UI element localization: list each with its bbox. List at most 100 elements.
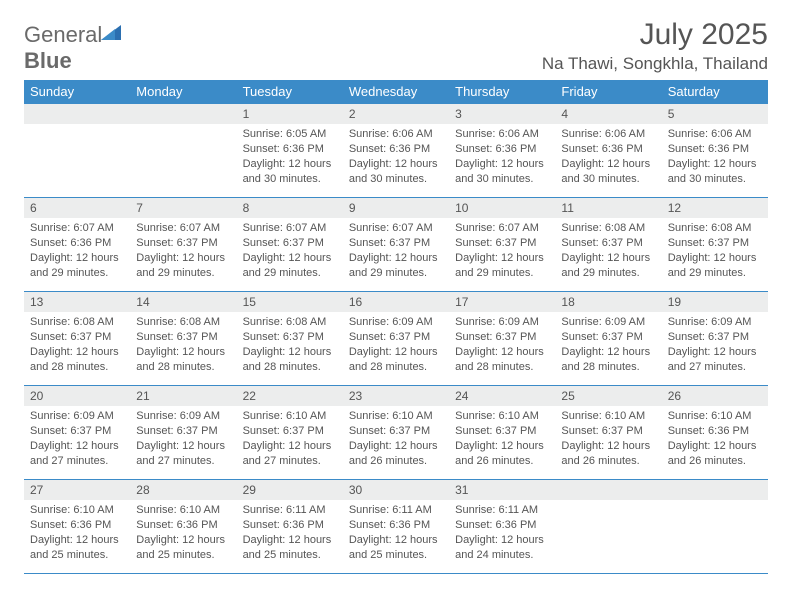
calendar-day-cell: 27Sunrise: 6:10 AMSunset: 6:36 PMDayligh… (24, 480, 130, 574)
day-data: Sunrise: 6:09 AMSunset: 6:37 PMDaylight:… (662, 312, 768, 380)
calendar-day-cell: 18Sunrise: 6:09 AMSunset: 6:37 PMDayligh… (555, 292, 661, 386)
day-number: 12 (662, 198, 768, 218)
day-number: 27 (24, 480, 130, 500)
calendar-day-cell: 14Sunrise: 6:08 AMSunset: 6:37 PMDayligh… (130, 292, 236, 386)
day-data: Sunrise: 6:10 AMSunset: 6:37 PMDaylight:… (237, 406, 343, 474)
day-data: Sunrise: 6:07 AMSunset: 6:37 PMDaylight:… (130, 218, 236, 286)
calendar-day-cell: 6Sunrise: 6:07 AMSunset: 6:36 PMDaylight… (24, 198, 130, 292)
calendar-day-cell: 7Sunrise: 6:07 AMSunset: 6:37 PMDaylight… (130, 198, 236, 292)
logo-triangle-icon (100, 24, 122, 42)
day-number: 9 (343, 198, 449, 218)
calendar-day-cell: 13Sunrise: 6:08 AMSunset: 6:37 PMDayligh… (24, 292, 130, 386)
day-number: 19 (662, 292, 768, 312)
logo-text: General Blue (24, 22, 120, 74)
day-data: Sunrise: 6:09 AMSunset: 6:37 PMDaylight:… (24, 406, 130, 474)
day-number: 24 (449, 386, 555, 406)
day-number: 18 (555, 292, 661, 312)
calendar-day-cell: 1Sunrise: 6:05 AMSunset: 6:36 PMDaylight… (237, 104, 343, 198)
day-number: 23 (343, 386, 449, 406)
day-number: 3 (449, 104, 555, 124)
day-data: Sunrise: 6:09 AMSunset: 6:37 PMDaylight:… (555, 312, 661, 380)
day-number: 21 (130, 386, 236, 406)
day-number: 6 (24, 198, 130, 218)
page-header: General Blue July 2025 Na Thawi, Songkhl… (24, 18, 768, 74)
day-data: Sunrise: 6:08 AMSunset: 6:37 PMDaylight:… (555, 218, 661, 286)
day-number-empty (555, 480, 661, 500)
day-number: 22 (237, 386, 343, 406)
day-data: Sunrise: 6:05 AMSunset: 6:36 PMDaylight:… (237, 124, 343, 192)
day-number: 31 (449, 480, 555, 500)
day-number: 26 (662, 386, 768, 406)
calendar-day-cell: 23Sunrise: 6:10 AMSunset: 6:37 PMDayligh… (343, 386, 449, 480)
day-number: 11 (555, 198, 661, 218)
calendar-day-cell (662, 480, 768, 574)
day-data: Sunrise: 6:10 AMSunset: 6:36 PMDaylight:… (130, 500, 236, 568)
weekday-header: Tuesday (237, 80, 343, 104)
day-number: 25 (555, 386, 661, 406)
day-number: 5 (662, 104, 768, 124)
day-number: 1 (237, 104, 343, 124)
day-data: Sunrise: 6:06 AMSunset: 6:36 PMDaylight:… (555, 124, 661, 192)
calendar-day-cell (555, 480, 661, 574)
calendar-week-row: 27Sunrise: 6:10 AMSunset: 6:36 PMDayligh… (24, 480, 768, 574)
calendar-day-cell: 31Sunrise: 6:11 AMSunset: 6:36 PMDayligh… (449, 480, 555, 574)
calendar-day-cell (24, 104, 130, 198)
calendar-day-cell: 4Sunrise: 6:06 AMSunset: 6:36 PMDaylight… (555, 104, 661, 198)
weekday-header: Thursday (449, 80, 555, 104)
day-data: Sunrise: 6:11 AMSunset: 6:36 PMDaylight:… (449, 500, 555, 568)
day-number: 15 (237, 292, 343, 312)
day-data: Sunrise: 6:08 AMSunset: 6:37 PMDaylight:… (662, 218, 768, 286)
calendar-day-cell: 16Sunrise: 6:09 AMSunset: 6:37 PMDayligh… (343, 292, 449, 386)
day-data: Sunrise: 6:11 AMSunset: 6:36 PMDaylight:… (343, 500, 449, 568)
calendar-day-cell: 9Sunrise: 6:07 AMSunset: 6:37 PMDaylight… (343, 198, 449, 292)
weekday-header: Friday (555, 80, 661, 104)
logo: General Blue (24, 18, 120, 74)
day-data: Sunrise: 6:06 AMSunset: 6:36 PMDaylight:… (449, 124, 555, 192)
calendar-day-cell: 30Sunrise: 6:11 AMSunset: 6:36 PMDayligh… (343, 480, 449, 574)
calendar-day-cell: 25Sunrise: 6:10 AMSunset: 6:37 PMDayligh… (555, 386, 661, 480)
calendar-day-cell: 24Sunrise: 6:10 AMSunset: 6:37 PMDayligh… (449, 386, 555, 480)
day-data: Sunrise: 6:07 AMSunset: 6:37 PMDaylight:… (343, 218, 449, 286)
calendar-day-cell: 2Sunrise: 6:06 AMSunset: 6:36 PMDaylight… (343, 104, 449, 198)
weekday-header: Wednesday (343, 80, 449, 104)
calendar-day-cell: 20Sunrise: 6:09 AMSunset: 6:37 PMDayligh… (24, 386, 130, 480)
day-data: Sunrise: 6:07 AMSunset: 6:37 PMDaylight:… (449, 218, 555, 286)
day-data: Sunrise: 6:10 AMSunset: 6:37 PMDaylight:… (449, 406, 555, 474)
day-number: 17 (449, 292, 555, 312)
calendar-day-cell: 10Sunrise: 6:07 AMSunset: 6:37 PMDayligh… (449, 198, 555, 292)
day-data: Sunrise: 6:07 AMSunset: 6:36 PMDaylight:… (24, 218, 130, 286)
calendar-week-row: 1Sunrise: 6:05 AMSunset: 6:36 PMDaylight… (24, 104, 768, 198)
day-data: Sunrise: 6:09 AMSunset: 6:37 PMDaylight:… (449, 312, 555, 380)
day-data: Sunrise: 6:10 AMSunset: 6:36 PMDaylight:… (662, 406, 768, 474)
day-number: 20 (24, 386, 130, 406)
day-data: Sunrise: 6:09 AMSunset: 6:37 PMDaylight:… (343, 312, 449, 380)
calendar-week-row: 13Sunrise: 6:08 AMSunset: 6:37 PMDayligh… (24, 292, 768, 386)
day-number: 8 (237, 198, 343, 218)
month-title: July 2025 (542, 18, 768, 52)
logo-word-1: General (24, 22, 102, 47)
calendar-table: SundayMondayTuesdayWednesdayThursdayFrid… (24, 80, 768, 574)
calendar-day-cell: 12Sunrise: 6:08 AMSunset: 6:37 PMDayligh… (662, 198, 768, 292)
calendar-day-cell: 8Sunrise: 6:07 AMSunset: 6:37 PMDaylight… (237, 198, 343, 292)
calendar-day-cell: 22Sunrise: 6:10 AMSunset: 6:37 PMDayligh… (237, 386, 343, 480)
day-number: 28 (130, 480, 236, 500)
day-data: Sunrise: 6:10 AMSunset: 6:37 PMDaylight:… (555, 406, 661, 474)
day-data: Sunrise: 6:11 AMSunset: 6:36 PMDaylight:… (237, 500, 343, 568)
day-number: 16 (343, 292, 449, 312)
calendar-day-cell: 3Sunrise: 6:06 AMSunset: 6:36 PMDaylight… (449, 104, 555, 198)
day-number-empty (662, 480, 768, 500)
weekday-header-row: SundayMondayTuesdayWednesdayThursdayFrid… (24, 80, 768, 104)
calendar-day-cell: 19Sunrise: 6:09 AMSunset: 6:37 PMDayligh… (662, 292, 768, 386)
day-number-empty (130, 104, 236, 124)
day-data: Sunrise: 6:09 AMSunset: 6:37 PMDaylight:… (130, 406, 236, 474)
calendar-day-cell: 15Sunrise: 6:08 AMSunset: 6:37 PMDayligh… (237, 292, 343, 386)
day-number: 13 (24, 292, 130, 312)
day-number-empty (24, 104, 130, 124)
calendar-day-cell: 28Sunrise: 6:10 AMSunset: 6:36 PMDayligh… (130, 480, 236, 574)
calendar-day-cell: 21Sunrise: 6:09 AMSunset: 6:37 PMDayligh… (130, 386, 236, 480)
title-block: July 2025 Na Thawi, Songkhla, Thailand (542, 18, 768, 74)
location: Na Thawi, Songkhla, Thailand (542, 54, 768, 74)
calendar-body: 1Sunrise: 6:05 AMSunset: 6:36 PMDaylight… (24, 104, 768, 574)
calendar-day-cell (130, 104, 236, 198)
calendar-day-cell: 11Sunrise: 6:08 AMSunset: 6:37 PMDayligh… (555, 198, 661, 292)
